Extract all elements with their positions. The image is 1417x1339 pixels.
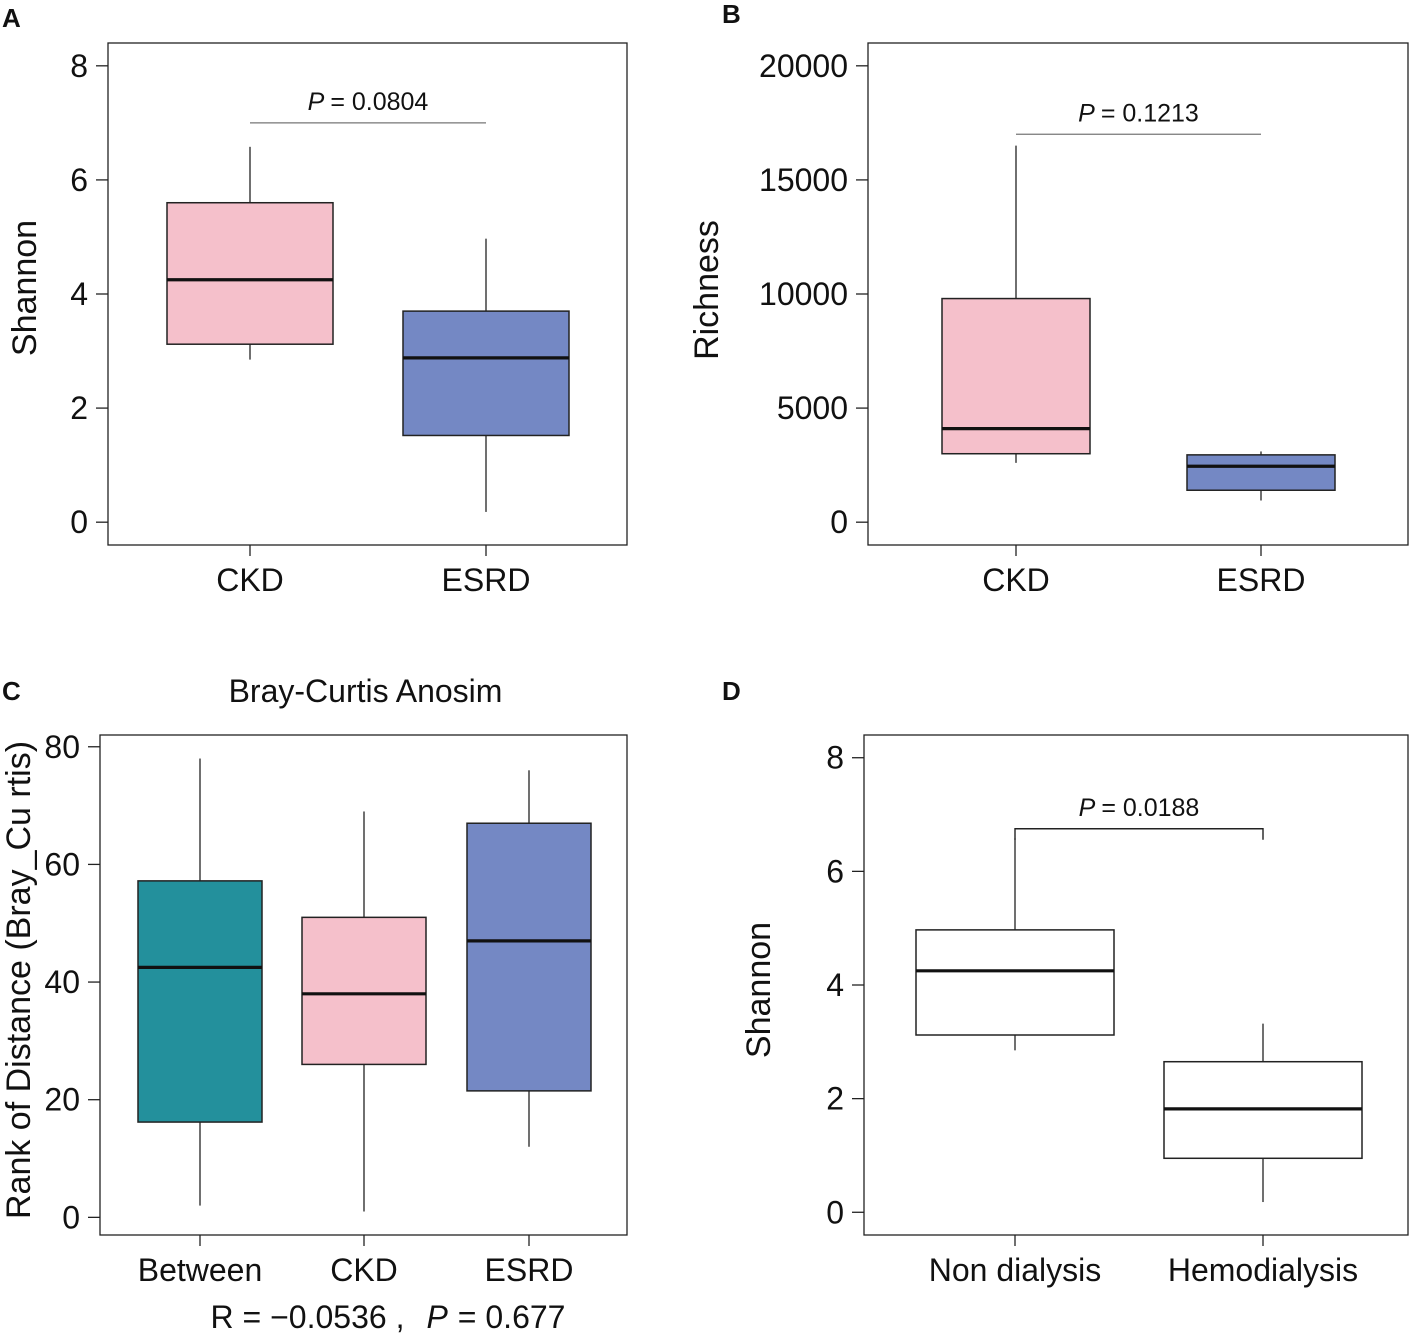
box-esrd: [1186, 451, 1336, 501]
y-axis-label: Rank of Distance (Bray_Cu rtis): [0, 741, 38, 1219]
y-tick-label: 4: [70, 276, 88, 312]
y-tick-label: 40: [44, 964, 80, 1000]
box-ckd: [166, 146, 334, 360]
anosim-statistic: R = −0.0536 , P = 0.677: [211, 1299, 566, 1335]
p-value: = 0.0188: [1101, 794, 1199, 822]
p-value: = 0.677: [458, 1299, 566, 1335]
panel-letter: A: [2, 3, 21, 33]
box-esrd: [466, 770, 592, 1147]
p-symbol: P: [1078, 99, 1095, 127]
p-value-label: P = 0.0804: [308, 88, 429, 116]
box-ckd: [301, 811, 427, 1212]
y-tick-label: 0: [826, 1194, 844, 1230]
p-value-label: P = 0.0188: [1079, 794, 1200, 822]
y-tick-label: 6: [826, 853, 844, 889]
box-iqr: [137, 880, 263, 1123]
x-tick-label: ESRD: [442, 562, 531, 598]
p-value: = 0.0804: [330, 88, 428, 116]
y-tick-label: 15000: [759, 162, 848, 198]
y-tick-label: 0: [62, 1199, 80, 1235]
y-tick-label: 60: [44, 846, 80, 882]
y-axis-label: Richness: [688, 220, 726, 360]
y-tick-label: 2: [70, 390, 88, 426]
panel-letter: D: [722, 676, 741, 706]
y-tick-label: 10000: [759, 276, 848, 312]
panel-letter: C: [2, 676, 21, 706]
y-axis-label: Shannon: [6, 220, 44, 356]
y-tick-label: 6: [70, 162, 88, 198]
y-tick-label: 20000: [759, 48, 848, 84]
box-iqr: [466, 822, 592, 1092]
chart-title: Bray-Curtis Anosim: [229, 673, 503, 709]
panel-b: B 0 5000 10000 15000 20000 Richness CKD ESRD P = 0…: [688, 0, 1409, 598]
box-hemodialysis: [1163, 1023, 1363, 1203]
x-tick-label: ESRD: [1217, 562, 1306, 598]
panel-a: A 0 2 4 6 8 Shannon CKD ESRD P = 0.0804: [2, 3, 628, 598]
x-tick-label: Non dialysis: [929, 1252, 1102, 1288]
box-iqr: [941, 297, 1091, 455]
p-symbol: P: [1079, 794, 1096, 822]
r-statistic: R = −0.0536 ,: [211, 1299, 405, 1335]
x-tick-label: CKD: [216, 562, 284, 598]
x-tick-label: CKD: [330, 1252, 398, 1288]
y-tick-label: 20: [44, 1082, 80, 1118]
y-tick-label: 8: [70, 48, 88, 84]
y-tick-label: 8: [826, 740, 844, 776]
p-value: = 0.1213: [1101, 99, 1199, 127]
box-iqr: [1186, 454, 1336, 491]
box-iqr: [915, 929, 1115, 1036]
x-tick-label: Hemodialysis: [1168, 1252, 1358, 1288]
y-tick-label: 5000: [777, 390, 848, 426]
p-value-label: P = 0.1213: [1078, 99, 1199, 127]
box-non-dialysis: [915, 838, 1115, 1051]
panel-d: D 0 2 4 6 8 Shannon Non dialysis Hemodialysis P = …: [722, 676, 1409, 1288]
box-ckd: [941, 145, 1091, 463]
p-symbol: P: [426, 1299, 448, 1335]
box-iqr: [301, 916, 427, 1066]
y-axis-label: Shannon: [740, 922, 778, 1058]
y-tick-label: 4: [826, 967, 844, 1003]
box-iqr: [402, 310, 570, 437]
box-iqr: [166, 201, 334, 345]
y-tick-label: 80: [44, 729, 80, 765]
significance-bracket: [1014, 828, 1264, 840]
x-tick-label: ESRD: [485, 1252, 574, 1288]
x-tick-label: Between: [138, 1252, 263, 1288]
p-symbol: P: [308, 88, 325, 116]
y-tick-label: 0: [830, 504, 848, 540]
y-tick-label: 2: [826, 1081, 844, 1117]
y-tick-label: 0: [70, 504, 88, 540]
x-tick-label: CKD: [982, 562, 1050, 598]
panel-letter: B: [722, 0, 741, 29]
box-between: [137, 758, 263, 1206]
box-esrd: [402, 238, 570, 512]
